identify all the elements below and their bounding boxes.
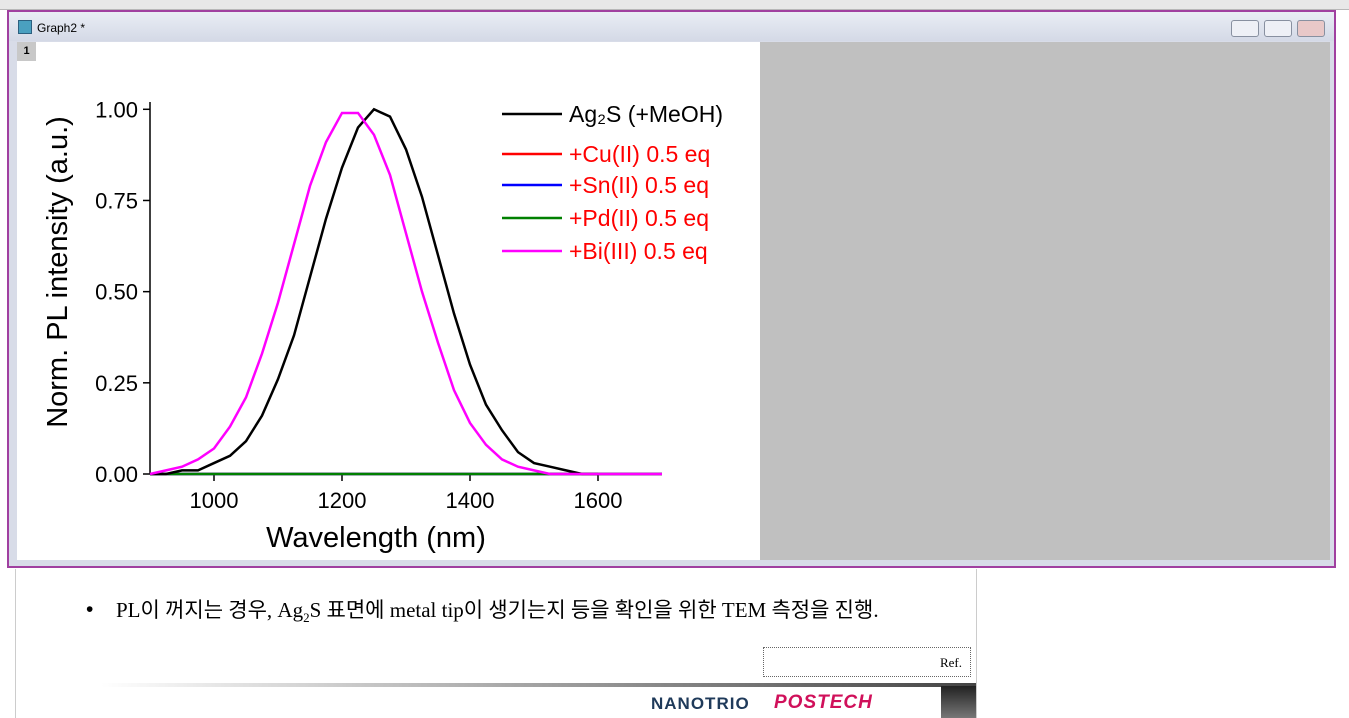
y-tick-label: 0.75 <box>95 188 138 213</box>
bullet-text: PL이 꺼지는 경우, Ag2S 표면에 metal tip이 생기는지 등을 … <box>116 589 886 639</box>
y-tick-label: 0.50 <box>95 280 138 305</box>
legend-label: +Bi(III) 0.5 eq <box>569 238 708 264</box>
legend-label: +Pd(II) 0.5 eq <box>569 205 709 231</box>
window-icon <box>18 20 32 34</box>
title-bar: Graph2 * <box>9 12 1334 41</box>
logo: NANOTRIO <box>651 694 750 713</box>
graph-window: Graph2 * 0.00 0.25 0.50 0.75 1.00 1000 1200 140… <box>7 10 1336 568</box>
chart: 0.00 0.25 0.50 0.75 1.00 1000 1200 1400 1600 Wave… <box>17 42 760 560</box>
x-axis-label: Wavelength (nm) <box>266 522 486 554</box>
text: PL이 꺼지는 경우, Ag <box>116 598 304 622</box>
footer-block <box>941 686 976 718</box>
toolbar <box>0 0 1349 10</box>
legend-label: +Sn(II) 0.5 eq <box>569 172 709 198</box>
window-title: Graph2 * <box>37 21 86 35</box>
y-tick-label: 0.25 <box>95 371 138 396</box>
x-tick-label: 1400 <box>446 488 495 513</box>
y-tick-label: 0.00 <box>95 462 138 487</box>
series-line <box>150 107 598 476</box>
maximize-button[interactable] <box>1264 20 1292 37</box>
slide: • PL이 꺼지는 경우, Ag2S 표면에 metal tip이 생기는지 등… <box>15 569 977 718</box>
x-tick-label: 1000 <box>190 488 239 513</box>
subscript: 2 <box>303 610 310 626</box>
logo: POSTECH <box>774 692 873 713</box>
empty-page-area <box>760 42 1330 560</box>
series-line <box>149 111 662 476</box>
bullet-marker: • <box>86 598 94 621</box>
ref-box: Ref. <box>763 647 971 677</box>
x-tick-label: 1200 <box>318 488 367 513</box>
legend-label: Ag₂S (+MeOH) <box>569 101 723 127</box>
minimize-button[interactable] <box>1231 20 1259 37</box>
legend-label: +Cu(II) 0.5 eq <box>569 141 710 167</box>
close-button[interactable] <box>1297 20 1325 37</box>
footer-bar <box>101 683 976 687</box>
layer-tab[interactable]: 1 <box>17 42 36 61</box>
x-tick-label: 1600 <box>574 488 623 513</box>
y-axis-label: Norm. PL intensity (a.u.) <box>42 116 74 428</box>
y-tick-label: 1.00 <box>95 97 138 122</box>
text: S 표면에 metal tip이 생기는지 등을 확인을 위한 TEM 측정을 … <box>309 598 879 622</box>
